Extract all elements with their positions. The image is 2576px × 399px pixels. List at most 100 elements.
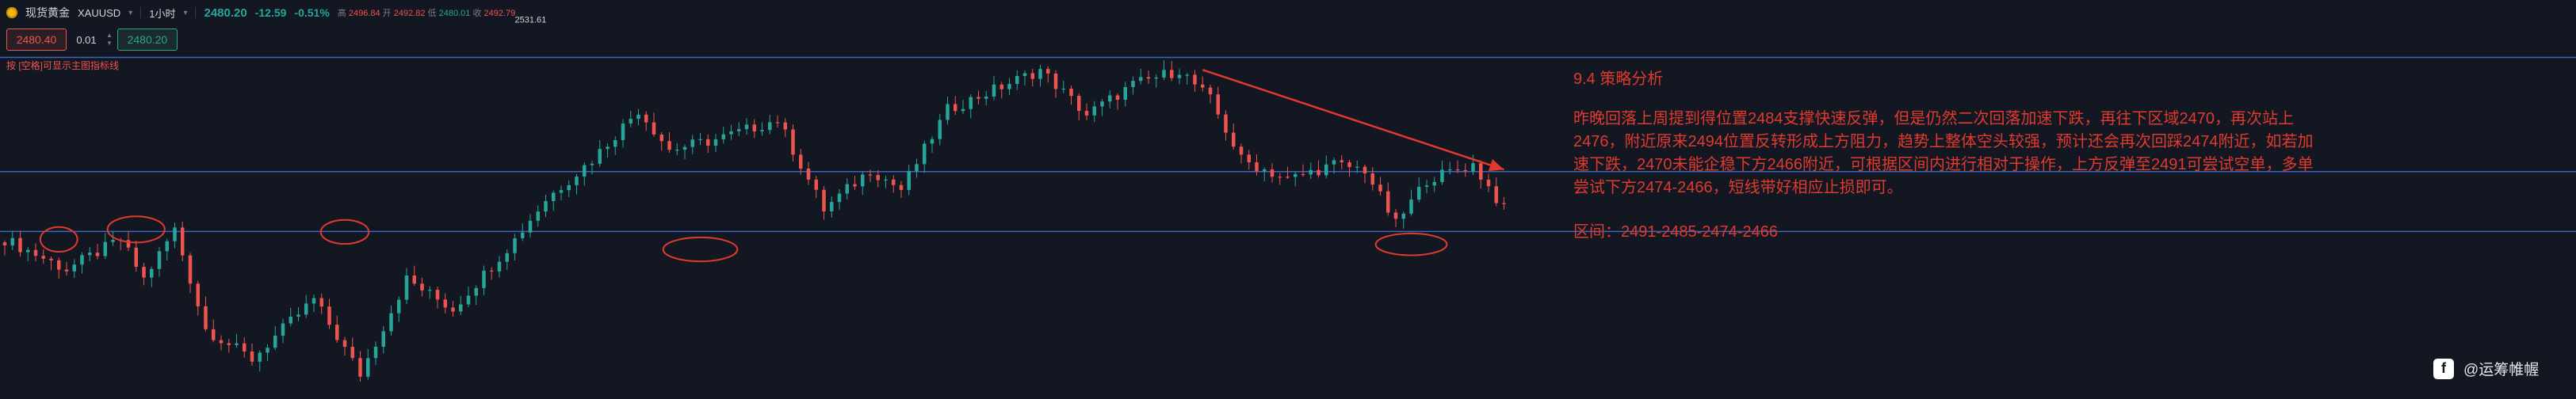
- candle: [791, 124, 795, 162]
- candle-body: [1193, 74, 1197, 85]
- candle: [752, 119, 756, 139]
- candle: [1046, 66, 1050, 83]
- candle: [1324, 155, 1328, 179]
- candle-body: [1046, 69, 1050, 74]
- candle-body: [1030, 73, 1034, 79]
- support-touch-ellipses: [39, 215, 1448, 263]
- candle: [243, 337, 247, 358]
- candle: [667, 131, 671, 154]
- candle-body: [946, 104, 950, 120]
- candle: [1162, 60, 1166, 81]
- candle: [1239, 143, 1244, 164]
- candle-body: [729, 131, 733, 135]
- candle-body: [768, 122, 772, 131]
- candle-body: [521, 232, 525, 238]
- candle-body: [1417, 187, 1421, 200]
- candle: [41, 249, 45, 264]
- candle: [923, 140, 927, 173]
- candle: [1030, 68, 1034, 87]
- candle: [389, 306, 393, 336]
- candle-body: [319, 298, 323, 307]
- candle-body: [281, 323, 285, 336]
- candle: [451, 300, 455, 317]
- candle-body: [559, 190, 564, 193]
- candle-body: [721, 134, 725, 139]
- candle-body: [412, 276, 416, 284]
- candle: [1448, 162, 1452, 175]
- chevron-down-icon[interactable]: ▾: [183, 8, 188, 17]
- symbol-ticker[interactable]: XAUUSD: [78, 6, 121, 19]
- candle-body: [373, 347, 378, 359]
- watermark-text: @运筹帷幄: [2463, 362, 2540, 378]
- candle: [289, 307, 292, 327]
- candle-body: [1185, 74, 1189, 76]
- candle-body: [752, 124, 756, 131]
- price-change: -12.59: [254, 6, 287, 19]
- candle: [1177, 69, 1182, 85]
- candle-body: [907, 171, 911, 190]
- candle-body: [1201, 84, 1205, 88]
- chevron-up-icon[interactable]: ▲: [106, 32, 113, 39]
- candle-body: [204, 306, 208, 329]
- candle-body: [583, 165, 587, 177]
- candle-body: [18, 238, 22, 253]
- chevron-down-icon[interactable]: ▼: [106, 40, 113, 47]
- candle: [1100, 99, 1104, 116]
- candle: [1038, 64, 1042, 87]
- candle-body: [598, 149, 602, 164]
- candle: [281, 318, 285, 344]
- candle-body: [868, 174, 873, 176]
- candle: [1255, 154, 1259, 176]
- symbol-name[interactable]: 现货黄金: [25, 6, 70, 19]
- candle-body: [181, 227, 185, 256]
- analysis-body: 昨晚回落上周提到得位置2484支撑快速反弹，但是仍然二次回落加速下跌，再往下区域…: [1573, 110, 2314, 196]
- candle-body: [41, 256, 45, 259]
- divider: [195, 7, 197, 18]
- support-ellipse-2: [319, 218, 370, 245]
- candle: [583, 162, 587, 186]
- candle-body: [682, 146, 687, 150]
- candle: [1386, 182, 1390, 216]
- candle-body: [1432, 181, 1436, 186]
- candle: [830, 196, 834, 218]
- weibo-logo-icon: f: [2433, 358, 2454, 379]
- candle: [1409, 189, 1413, 216]
- candle-body: [420, 283, 424, 291]
- candle-body: [930, 139, 934, 144]
- candle: [961, 100, 965, 114]
- gold-coin-icon: [6, 7, 17, 18]
- candle: [946, 97, 950, 125]
- candle-body: [876, 175, 880, 180]
- candle-body: [389, 313, 393, 332]
- quantity-input[interactable]: 0.01: [76, 33, 97, 46]
- candle-body: [969, 97, 973, 109]
- candle: [443, 293, 447, 314]
- sell-price-button[interactable]: 2480.40: [6, 28, 67, 51]
- candle: [212, 319, 216, 343]
- candle-body: [1440, 169, 1444, 182]
- candle-body: [1216, 94, 1220, 115]
- candle: [783, 118, 787, 138]
- candle-body: [1069, 88, 1073, 97]
- candle-body: [1022, 73, 1027, 77]
- candle: [606, 143, 610, 158]
- candle: [977, 90, 980, 104]
- timeframe-selector[interactable]: 1小时: [149, 7, 176, 20]
- candle-body: [799, 154, 803, 169]
- candle-body: [698, 139, 702, 141]
- candle: [26, 247, 30, 262]
- chevron-down-icon[interactable]: ▾: [128, 8, 133, 17]
- quantity-stepper[interactable]: ▲ ▼: [106, 32, 113, 48]
- candle: [567, 180, 571, 197]
- candle-body: [111, 240, 115, 242]
- candle-body: [134, 247, 138, 267]
- candle: [737, 122, 741, 137]
- candle-body: [992, 84, 996, 97]
- buy-price-button[interactable]: 2480.20: [117, 28, 178, 51]
- candle: [266, 344, 269, 362]
- candle-body: [72, 264, 76, 272]
- candle-body: [212, 329, 216, 340]
- ohlc-readout: 高 2496.84 开 2492.82 低 2480.01 收 2492.79: [338, 6, 516, 19]
- candle: [713, 134, 718, 153]
